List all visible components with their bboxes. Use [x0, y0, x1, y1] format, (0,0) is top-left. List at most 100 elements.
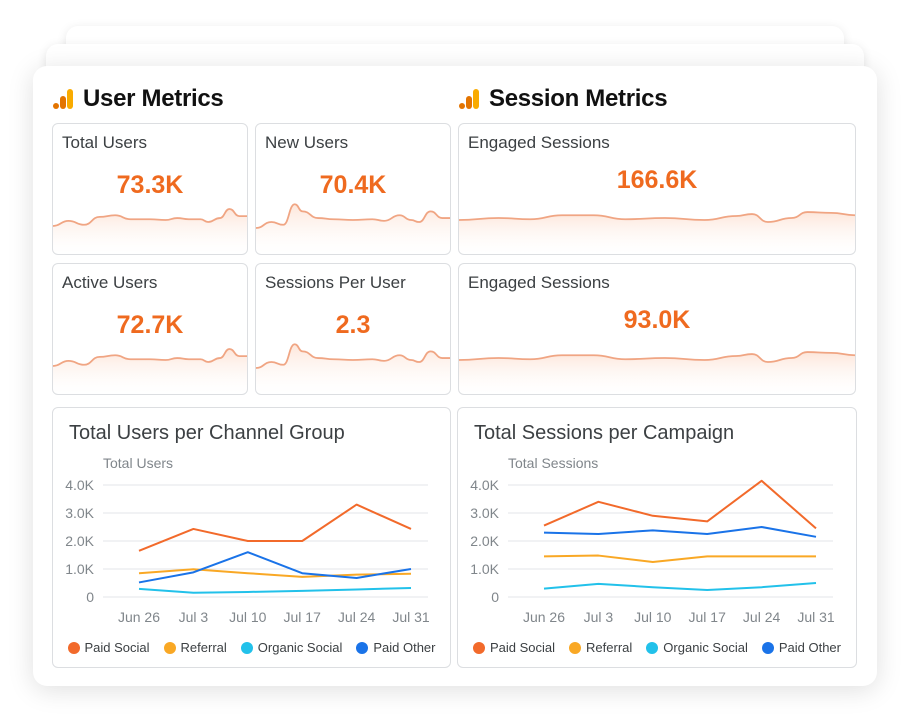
legend-label: Paid Other: [778, 640, 841, 655]
sparkline: [459, 211, 855, 254]
sparkline-area: [256, 344, 450, 394]
legend-dot-icon: [761, 641, 774, 654]
sparkline-line: [53, 208, 247, 227]
y-tick-label: 4.0K: [470, 477, 499, 493]
legend-label: Paid Other: [373, 640, 436, 655]
legend-dot-icon: [356, 641, 369, 654]
sparkline-line: [256, 343, 450, 369]
chart-card-sessions-per-campaign: Total Sessions per Campaign Total Sessio…: [457, 407, 857, 668]
x-tick-label: Jul 31: [797, 609, 835, 625]
sparkline-area: [459, 212, 855, 254]
y-tick-label: 4.0K: [65, 477, 94, 493]
legend-label: Paid Social: [490, 640, 556, 655]
metric-card-engaged-sessions-2[interactable]: Engaged Sessions 93.0K: [458, 263, 856, 395]
x-tick-label: Jul 17: [284, 609, 322, 625]
y-tick-label: 3.0K: [470, 505, 499, 521]
chart-title: Total Users per Channel Group: [69, 422, 345, 444]
metric-card-active-users[interactable]: Active Users 72.7K: [52, 263, 248, 395]
x-tick-label: Jul 24: [338, 609, 376, 625]
metric-label: New Users: [265, 133, 349, 152]
metric-value: 70.4K: [319, 171, 387, 199]
sparkline-area: [53, 348, 247, 394]
series-line: [138, 503, 412, 552]
sparkline-line: [256, 203, 450, 229]
chart-legend: Paid Social Referral Organic Social Paid Ot…: [53, 640, 450, 655]
y-tick-label: 1.0K: [65, 561, 94, 577]
legend-dot-icon: [67, 641, 80, 654]
y-tick-label: 0: [86, 589, 94, 605]
x-tick-label: Jul 10: [634, 609, 672, 625]
section-title: User Metrics: [83, 85, 224, 112]
metric-value: 72.7K: [116, 311, 184, 339]
metric-value: 2.3: [335, 311, 371, 339]
line-chart: Total Sessions 0 1.0K 2.0K 3.0K 4.0K Jun 26 Jul…: [470, 455, 835, 625]
y-tick-label: 3.0K: [65, 505, 94, 521]
sparkline: [53, 208, 247, 254]
sparkline: [256, 203, 450, 254]
metric-label: Engaged Sessions: [468, 273, 610, 292]
legend-dot-icon: [163, 641, 176, 654]
sparkline: [53, 348, 247, 394]
legend-label: Referral: [586, 640, 633, 655]
x-tick-label: Jul 3: [584, 609, 614, 625]
legend-label: Paid Social: [84, 640, 150, 655]
sparkline-line: [459, 351, 855, 363]
x-tick-label: Jul 17: [689, 609, 727, 625]
metric-label: Engaged Sessions: [468, 133, 610, 152]
metric-card-total-users[interactable]: Total Users 73.3K: [52, 123, 248, 255]
user-metrics-header: User Metrics: [52, 82, 224, 116]
y-tick-label: 0: [491, 589, 499, 605]
sparkline-area: [459, 352, 855, 394]
series-line: [543, 479, 817, 530]
y-tick-label: 2.0K: [65, 533, 94, 549]
legend-item[interactable]: Paid Social: [473, 640, 555, 655]
google-analytics-icon: [53, 89, 73, 109]
x-tick-label: Jun 26: [523, 609, 565, 625]
legend-label: Organic Social: [257, 640, 343, 655]
metric-label: Sessions Per User: [265, 273, 406, 292]
chart-card-users-per-channel: Total Users per Channel Group Total User…: [52, 407, 451, 668]
legend-dot-icon: [473, 641, 485, 654]
metric-value: 93.0K: [623, 306, 691, 334]
y-axis-title: Total Sessions: [508, 455, 598, 471]
legend-item[interactable]: Paid Other: [761, 640, 841, 655]
metric-value: 73.3K: [116, 171, 184, 199]
section-title: Session Metrics: [489, 85, 668, 112]
legend-dot-icon: [240, 641, 253, 654]
sparkline-line: [53, 348, 247, 367]
legend-item[interactable]: Organic Social: [240, 640, 343, 655]
series-line: [138, 568, 412, 578]
metric-label: Active Users: [62, 273, 158, 292]
y-tick-label: 2.0K: [470, 533, 499, 549]
legend-label: Organic Social: [663, 640, 748, 655]
legend-item[interactable]: Paid Social: [67, 640, 150, 655]
metric-label: Total Users: [62, 133, 148, 152]
metric-value: 166.6K: [616, 166, 698, 194]
metric-card-new-users[interactable]: New Users 70.4K: [255, 123, 451, 255]
legend-item[interactable]: Paid Other: [356, 640, 436, 655]
metric-card-sessions-per-user[interactable]: Sessions Per User 2.3: [255, 263, 451, 395]
sparkline: [256, 343, 450, 394]
series-line: [543, 526, 817, 538]
sparkline-area: [53, 208, 247, 254]
metric-card-engaged-sessions[interactable]: Engaged Sessions 166.6K: [458, 123, 856, 255]
series-line: [543, 582, 817, 591]
x-tick-label: Jun 26: [118, 609, 160, 625]
legend-dot-icon: [646, 641, 659, 654]
google-analytics-icon: [459, 89, 479, 109]
sparkline-line: [459, 211, 855, 223]
legend-label: Referral: [180, 640, 227, 655]
session-metrics-header: Session Metrics: [458, 82, 668, 116]
chart-title: Total Sessions per Campaign: [474, 422, 735, 444]
legend-item[interactable]: Referral: [569, 640, 632, 655]
x-tick-label: Jul 10: [229, 609, 267, 625]
x-tick-label: Jul 31: [392, 609, 430, 625]
series-line: [138, 587, 412, 594]
legend-item[interactable]: Organic Social: [646, 640, 748, 655]
y-axis-title: Total Users: [103, 455, 173, 471]
x-tick-label: Jul 24: [743, 609, 781, 625]
series-line: [543, 554, 816, 563]
chart-legend: Paid Social Referral Organic Social Paid Ot…: [458, 640, 856, 655]
legend-item[interactable]: Referral: [163, 640, 227, 655]
legend-dot-icon: [569, 641, 582, 654]
